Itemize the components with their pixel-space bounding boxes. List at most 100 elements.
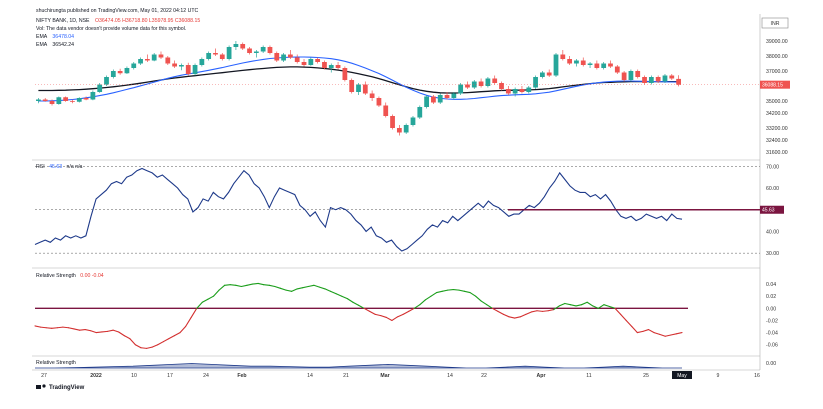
candle-body — [621, 72, 627, 80]
candle-body — [458, 84, 464, 94]
rs-line-segment — [675, 332, 683, 335]
rs2-area — [35, 363, 682, 369]
rs-line-segment — [424, 295, 432, 301]
candle-body — [117, 71, 123, 74]
candle-body — [628, 71, 634, 80]
candle-body — [635, 71, 641, 77]
price-tick-label: 33200.00 — [766, 126, 788, 132]
candle-body — [614, 66, 620, 73]
candle-body — [151, 54, 157, 61]
rs-line-segment — [586, 301, 594, 307]
last-price-badge — [760, 80, 790, 89]
rs-legend: Relative Strength 0.00 -0.04 — [36, 273, 104, 279]
rs-line-segment — [631, 325, 638, 334]
price-pane[interactable]: 39000.0038000.0037000.0036000.0035000.00… — [35, 39, 790, 156]
rs-line-segment — [564, 302, 571, 306]
rs-line-segment — [313, 284, 321, 288]
tradingview-logo[interactable]: TradingView — [36, 384, 85, 391]
candle-body — [36, 99, 41, 101]
rs-line-segment — [469, 292, 477, 297]
candle-body — [362, 84, 368, 94]
symbol-name: NIFTY BANK, 1D, NSE — [36, 18, 90, 24]
rs-line-segment — [402, 310, 410, 315]
rs-line-segment — [636, 330, 644, 334]
candle-body — [410, 117, 416, 125]
candle-body — [260, 47, 266, 52]
candle-body — [376, 98, 382, 106]
candle-body — [192, 65, 198, 74]
rs-line-segment — [318, 286, 326, 290]
price-tick-label: 32400.00 — [766, 138, 788, 144]
rs-line-segment — [519, 313, 527, 318]
time-axis[interactable]: 272022101724Feb1421Mar1422Apr1125May916M… — [41, 371, 760, 379]
rs-tick-label: 0.02 — [766, 294, 776, 300]
rs-line-segment — [196, 301, 203, 309]
rs-line-segment — [151, 344, 159, 348]
candle-body — [676, 78, 681, 85]
rs-tick-label: -0.02 — [766, 318, 778, 324]
rs-line-segment — [419, 299, 426, 306]
candle-body — [642, 77, 647, 83]
rs-line-segment — [670, 333, 677, 336]
rs-tick-label: 0.04 — [766, 282, 776, 288]
rsi-tick-label: 40.00 — [766, 229, 779, 235]
price-tick-label: 35000.00 — [766, 99, 788, 105]
rs-line-segment — [296, 287, 304, 290]
relative-strength-pane[interactable]: 0.04 0.02 0.00 -0.02 -0.04 -0.06 — [34, 282, 778, 349]
price-tick-label: 34200.00 — [766, 111, 788, 117]
time-axis-label: Mar — [380, 373, 389, 379]
candle-body — [519, 89, 525, 92]
candle-body — [574, 60, 579, 64]
rs-line-segment — [118, 331, 125, 337]
rsi-last-badge — [760, 205, 784, 214]
time-axis-label: Feb — [237, 373, 246, 379]
rs-line-segment — [302, 285, 309, 289]
rs-line-segment — [201, 298, 209, 303]
ohlc-values: O36474.05 H36718.80 L35978.95 C36088.15 — [95, 18, 200, 24]
tradingview-logo-icon — [36, 385, 41, 389]
rs-line-segment — [330, 290, 337, 295]
rs-line-segment — [558, 302, 566, 307]
currency-box[interactable] — [761, 17, 789, 29]
last-price-label: 36088.15 — [762, 83, 783, 89]
ema-fast-legend: EMA 36478.04 — [36, 34, 74, 40]
rsi-value: 45.63 — [49, 164, 62, 170]
volume-note: Vol: The data vendor doesn't provide vol… — [36, 26, 186, 32]
rs-line-segment — [536, 310, 544, 312]
publisher-line: shuchirungta published on TradingView.co… — [36, 8, 199, 14]
candle-body — [110, 71, 116, 77]
rs-line-segment — [553, 305, 560, 311]
candle-body — [471, 81, 477, 88]
rs-line-segment — [263, 284, 270, 286]
rs-line-segment — [34, 325, 42, 328]
candle-body — [199, 59, 205, 65]
time-axis-label: 24 — [203, 373, 209, 379]
rs-values: 0.00 -0.04 — [80, 273, 103, 279]
rs-line-segment — [452, 288, 460, 291]
rs-line-segment — [324, 288, 332, 292]
symbol-info: NIFTY BANK, 1D, NSE O36474.05 H36718.80 … — [36, 18, 200, 24]
rs-line-segment — [224, 284, 231, 286]
candle-body — [383, 105, 389, 116]
candle-body — [594, 63, 600, 68]
rsi-tick-label: 30.00 — [766, 251, 779, 257]
candle-body — [83, 98, 89, 100]
candle-body — [144, 59, 150, 61]
rs-line-segment — [647, 329, 655, 334]
rs-line-segment — [597, 304, 605, 309]
rs-line-segment — [480, 300, 488, 306]
rs2-tick-label: 0.00 — [766, 361, 776, 367]
candle-body — [185, 65, 191, 74]
candle-body — [431, 96, 436, 103]
candle-body — [540, 72, 545, 77]
relative-strength-pane-2[interactable]: 0.00 — [35, 361, 776, 369]
rs-line-segment — [51, 327, 58, 329]
candle-body — [417, 107, 423, 118]
candle-body — [403, 125, 409, 133]
rsi-extra: n/a n/a — [67, 164, 83, 170]
rs-line-segment — [45, 327, 53, 329]
price-tick-label: 39000.00 — [766, 39, 788, 45]
candle-body — [97, 84, 103, 92]
